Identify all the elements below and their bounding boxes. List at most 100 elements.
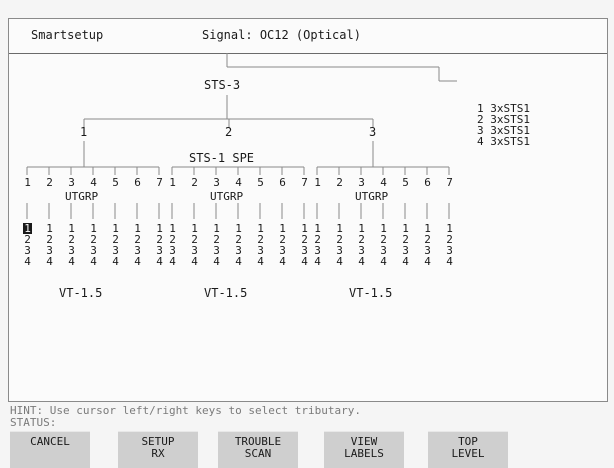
vt-tributary[interactable]: 4 (68, 255, 75, 268)
vt-tributary[interactable]: 2 (257, 233, 264, 246)
view-labels-softkey[interactable]: VIEW LABELS (324, 431, 404, 468)
vt-tributary[interactable]: 1 (112, 222, 119, 235)
vt-tributary[interactable]: 1 (156, 222, 163, 235)
vt-tributary[interactable]: 1 (90, 222, 97, 235)
vt-tributary[interactable]: 2 (358, 233, 365, 246)
vt-tributary[interactable]: 4 (235, 255, 242, 268)
vt-tributary[interactable]: 2 (112, 233, 119, 246)
vt-tributary[interactable]: 3 (169, 244, 176, 257)
vt-tributary[interactable]: 1 (257, 222, 264, 235)
group-number[interactable]: 5 (112, 176, 119, 189)
group-number[interactable]: 5 (257, 176, 264, 189)
vt-tributary[interactable]: 1 (191, 222, 198, 235)
group-number[interactable]: 1 (314, 176, 321, 189)
vt-tributary[interactable]: 4 (301, 255, 308, 268)
vt-tributary[interactable]: 2 (380, 233, 387, 246)
sts1-unit-label[interactable]: 1 (80, 125, 88, 139)
vt-tributary[interactable]: 3 (380, 244, 387, 257)
vt-tributary[interactable]: 4 (112, 255, 119, 268)
vt-tributary[interactable]: 4 (358, 255, 365, 268)
vt-tributary[interactable]: 4 (424, 255, 431, 268)
vt-tributary[interactable]: 2 (213, 233, 220, 246)
group-number[interactable]: 7 (446, 176, 453, 189)
vt-tributary[interactable]: 2 (134, 233, 141, 246)
vt-tributary[interactable]: 1 (46, 222, 53, 235)
group-number[interactable]: 5 (402, 176, 409, 189)
vt-tributary[interactable]: 3 (191, 244, 198, 257)
vt-tributary[interactable]: 1 (279, 222, 286, 235)
vt-tributary[interactable]: 3 (235, 244, 242, 257)
vt-tributary[interactable]: 4 (191, 255, 198, 268)
group-number[interactable]: 6 (134, 176, 141, 189)
top-level-softkey[interactable]: TOP LEVEL (428, 431, 508, 468)
vt-tributary[interactable]: 3 (90, 244, 97, 257)
vt-tributary[interactable]: 4 (24, 255, 31, 268)
sts1-unit-label[interactable]: 2 (225, 125, 233, 139)
vt-tributary[interactable]: 1 (213, 222, 220, 235)
group-number[interactable]: 2 (46, 176, 53, 189)
vt-tributary[interactable]: 1 (169, 222, 176, 235)
group-number[interactable]: 3 (213, 176, 220, 189)
group-number[interactable]: 4 (380, 176, 387, 189)
vt-tributary[interactable]: 3 (68, 244, 75, 257)
vt-tributary[interactable]: 2 (90, 233, 97, 246)
vt-tributary[interactable]: 4 (257, 255, 264, 268)
vt-tributary[interactable]: 1 (68, 222, 75, 235)
vt-tributary[interactable]: 3 (156, 244, 163, 257)
vt-tributary[interactable]: 1 (402, 222, 409, 235)
vt-tributary[interactable]: 2 (46, 233, 53, 246)
vt-tributary[interactable]: 2 (336, 233, 343, 246)
vt-tributary[interactable]: 3 (257, 244, 264, 257)
vt-tributary[interactable]: 1 (134, 222, 141, 235)
vt-tributary[interactable]: 1 (336, 222, 343, 235)
vt-tributary[interactable]: 3 (301, 244, 308, 257)
vt-tributary[interactable]: 4 (134, 255, 141, 268)
vt-tributary[interactable]: 3 (314, 244, 321, 257)
vt-tributary[interactable]: 3 (358, 244, 365, 257)
vt-tributary[interactable]: 4 (156, 255, 163, 268)
group-number[interactable]: 7 (156, 176, 163, 189)
vt-tributary[interactable]: 2 (446, 233, 453, 246)
vt-tributary[interactable]: 4 (169, 255, 176, 268)
vt-tributary[interactable]: 3 (112, 244, 119, 257)
vt-tributary[interactable]: 4 (46, 255, 53, 268)
vt-tributary[interactable]: 4 (314, 255, 321, 268)
vt-tributary[interactable]: 2 (235, 233, 242, 246)
group-number[interactable]: 4 (235, 176, 242, 189)
vt-tributary[interactable]: 4 (402, 255, 409, 268)
vt-tributary[interactable]: 4 (446, 255, 453, 268)
vt-tributary[interactable]: 2 (156, 233, 163, 246)
setup-rx-softkey[interactable]: SETUP RX (118, 431, 198, 468)
vt-tributary[interactable]: 4 (213, 255, 220, 268)
vt-tributary[interactable]: 4 (279, 255, 286, 268)
vt-tributary[interactable]: 2 (169, 233, 176, 246)
vt-tributary[interactable]: 1 (358, 222, 365, 235)
group-number[interactable]: 6 (424, 176, 431, 189)
vt-tributary[interactable]: 1 (380, 222, 387, 235)
vt-tributary[interactable]: 3 (24, 244, 31, 257)
vt-tributary[interactable]: 4 (90, 255, 97, 268)
vt-tributary[interactable]: 4 (380, 255, 387, 268)
vt-tributary[interactable]: 4 (336, 255, 343, 268)
vt-tributary[interactable]: 3 (279, 244, 286, 257)
vt-tributary[interactable]: 2 (402, 233, 409, 246)
group-number[interactable]: 4 (90, 176, 97, 189)
